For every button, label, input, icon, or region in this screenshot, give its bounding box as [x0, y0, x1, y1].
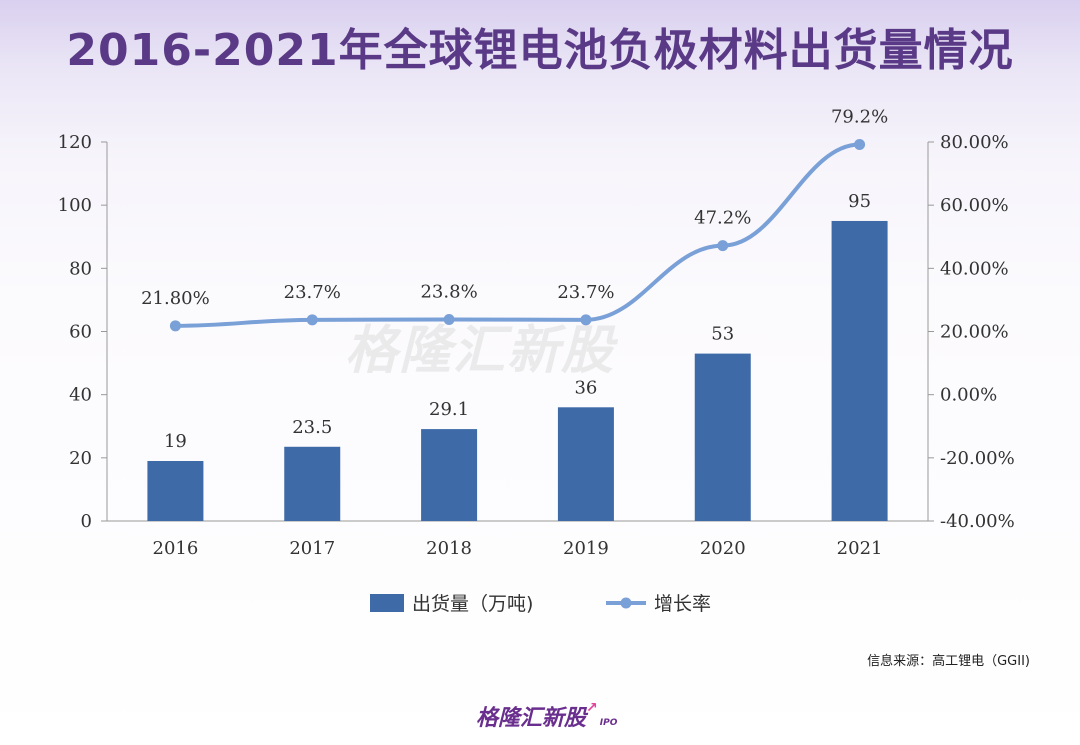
x-tick-label: 2018 [426, 538, 472, 559]
x-tick-label: 2019 [563, 538, 609, 559]
growth-rate-label: 23.7% [557, 282, 614, 303]
right-tick-label: 60.00% [940, 195, 1009, 216]
logo-text: 格隆汇新股 [476, 706, 587, 731]
bar-value-label: 29.1 [429, 399, 469, 420]
bar [831, 220, 888, 522]
bar [147, 460, 204, 521]
page-title: 2016-2021年全球锂电池负极材料出货量情况 [66, 25, 1014, 76]
growth-rate-point [717, 240, 729, 252]
x-tick-label: 2021 [837, 538, 883, 559]
right-tick-label: 40.00% [940, 258, 1009, 279]
growth-rate-point [169, 320, 181, 332]
right-tick-label: 20.00% [940, 322, 1009, 343]
arrow-up-icon: ↗ [586, 700, 598, 716]
growth-rate-label: 79.2% [831, 107, 888, 128]
x-tick-label: 2016 [153, 538, 199, 559]
growth-rate-point [306, 314, 318, 326]
growth-rate-label: 21.80% [141, 288, 210, 309]
legend-bar-swatch [370, 594, 404, 612]
growth-rate-label: 23.8% [420, 281, 477, 302]
logo-sub: IPO [599, 718, 618, 728]
growth-rate-line [175, 142, 860, 328]
bar-value-label: 23.5 [292, 417, 332, 438]
x-tick-label: 2017 [289, 538, 335, 559]
left-tick-label: 40 [69, 385, 92, 406]
bar-value-label: 36 [574, 377, 597, 398]
left-tick-label: 80 [69, 258, 92, 279]
right-tick-label: 0.00% [940, 385, 997, 406]
bar-value-label: 19 [164, 431, 187, 452]
right-tick-label: -20.00% [940, 448, 1015, 469]
legend-bar-label: 出货量（万吨) [412, 593, 533, 615]
legend-line-label: 增长率 [654, 593, 711, 615]
right-tick-label: 80.00% [940, 132, 1009, 153]
growth-rate-point [443, 313, 455, 325]
bar [284, 446, 341, 521]
bar-value-label: 95 [848, 191, 871, 212]
growth-rate-point [580, 314, 592, 326]
source-note: 信息来源：高工锂电（GGII) [867, 654, 1030, 669]
left-tick-label: 0 [81, 511, 92, 532]
left-tick-label: 120 [58, 132, 92, 153]
brand-logo: 格隆汇新股↗IPO [476, 700, 617, 732]
left-tick-label: 20 [69, 448, 92, 469]
watermark: 格隆汇新股 [345, 321, 616, 381]
left-tick-label: 100 [58, 195, 92, 216]
bar-value-label: 53 [711, 324, 734, 345]
x-tick-label: 2020 [700, 538, 746, 559]
growth-rate-point [854, 139, 866, 151]
right-tick-label: -40.00% [940, 511, 1015, 532]
left-tick-label: 60 [69, 322, 92, 343]
bar [421, 429, 478, 521]
bar [557, 407, 614, 521]
growth-rate-label: 23.7% [284, 282, 341, 303]
legend-line-marker [620, 597, 632, 609]
growth-rate-label: 47.2% [694, 208, 751, 229]
bar [694, 353, 751, 521]
